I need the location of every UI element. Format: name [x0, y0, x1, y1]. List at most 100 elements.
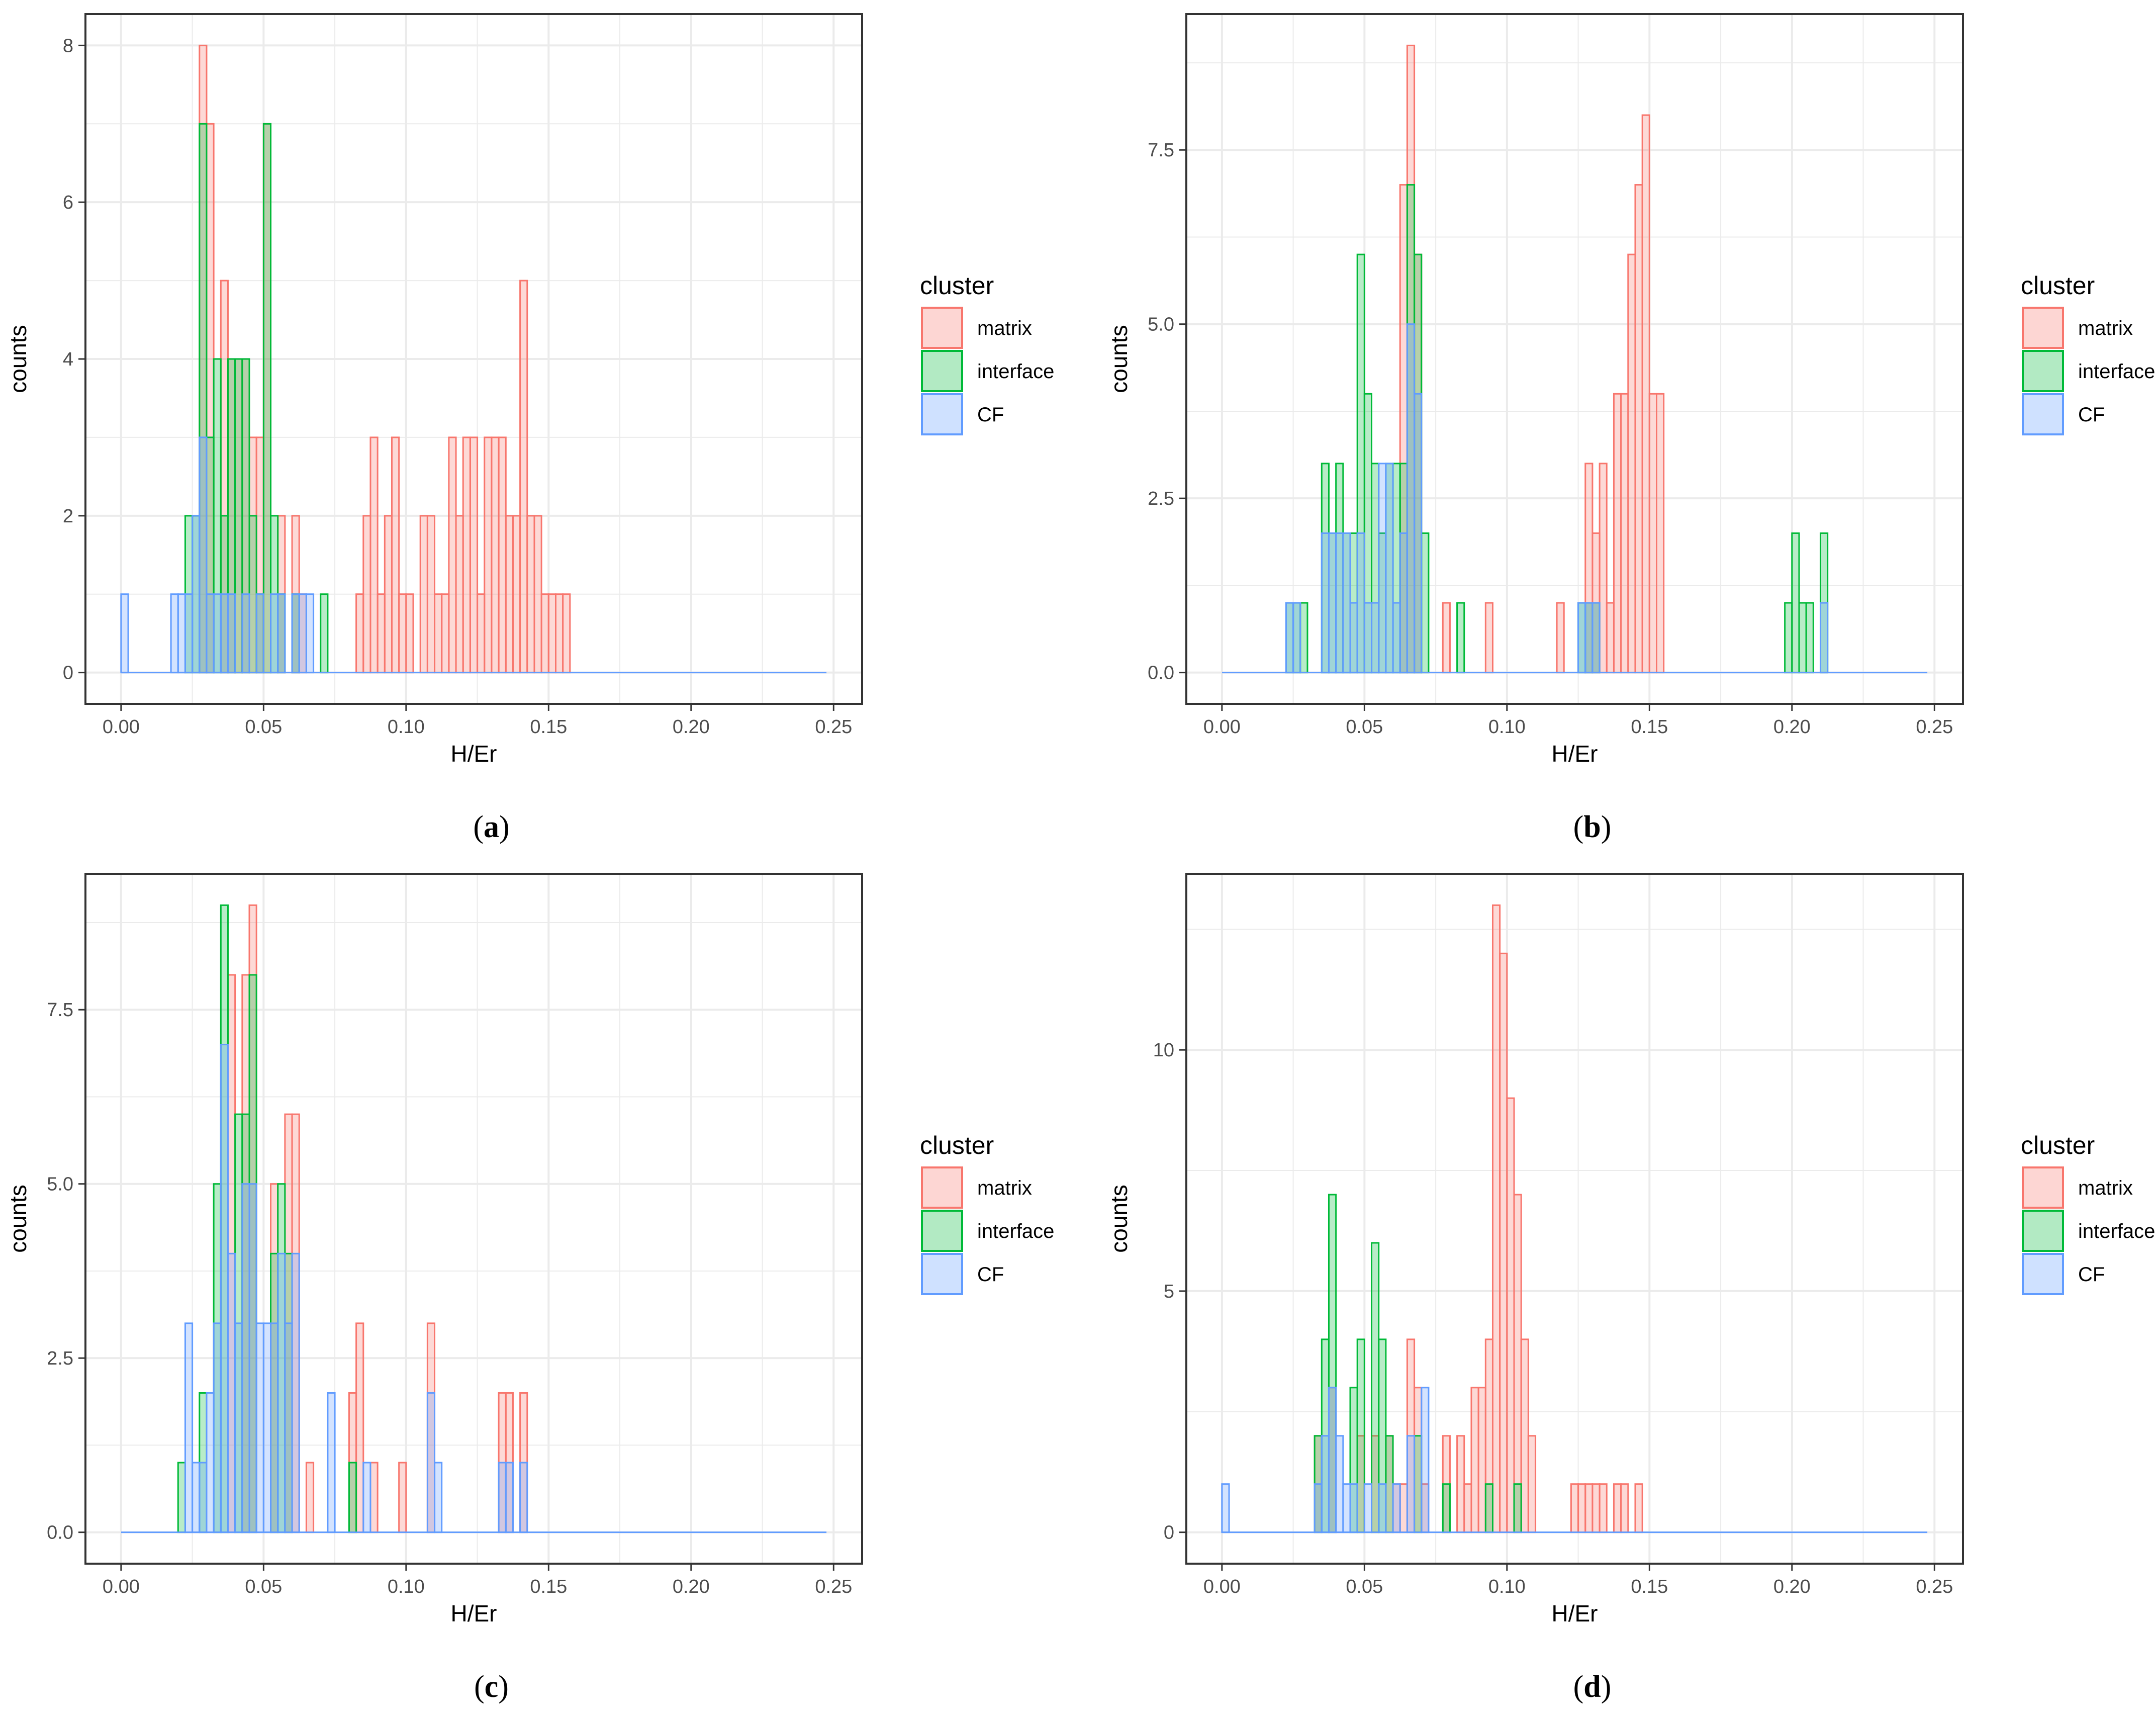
legend-item-cf: CF: [2022, 1253, 2105, 1295]
bar-cf: [255, 1322, 264, 1533]
bar-cf: [1285, 602, 1294, 674]
y-axis-title: counts: [5, 1185, 31, 1253]
x-tick-label: 0.00: [1203, 1576, 1241, 1597]
bar-interface: [1371, 1242, 1380, 1533]
series-cf: [184, 1044, 528, 1533]
bar-matrix: [469, 436, 479, 674]
x-tick-label: 0.05: [245, 716, 282, 738]
bar-matrix: [1648, 393, 1658, 674]
legend-title: cluster: [2021, 1131, 2095, 1159]
bar-matrix: [355, 1322, 364, 1533]
y-tick-label: 0.0: [47, 1522, 73, 1544]
bar-matrix: [405, 593, 414, 674]
legend-swatch: [921, 1166, 963, 1209]
bar-matrix: [1491, 904, 1501, 1533]
bar-interface: [1484, 1483, 1493, 1533]
legend-swatch: [921, 1210, 963, 1252]
legend-label: matrix: [977, 1177, 1032, 1199]
legend-label: CF: [2078, 1263, 2105, 1286]
bar-cf: [234, 1322, 243, 1533]
bar-cf: [1577, 602, 1586, 674]
bar-cf: [1584, 602, 1593, 674]
legend-title: cluster: [920, 272, 994, 300]
legend-label: matrix: [2078, 1177, 2133, 1199]
x-tick-label: 0.25: [1916, 1576, 1953, 1597]
bar-matrix: [547, 593, 557, 674]
bar-interface: [1442, 1483, 1451, 1533]
bar-interface: [1784, 602, 1793, 674]
bar-cf: [426, 1392, 436, 1533]
bar-cf: [277, 1252, 286, 1533]
bar-matrix: [1606, 602, 1615, 674]
legend-swatch: [2022, 393, 2064, 435]
histogram-panel-d: 0.00 0.05 0.10 0.15 0.20 0.25 0 5 10 H/Er count…: [1101, 860, 2156, 1717]
bar-matrix: [455, 515, 464, 674]
bar-matrix: [1463, 1483, 1472, 1533]
x-tick-label: 0.20: [673, 716, 710, 738]
bar-matrix: [355, 593, 364, 674]
x-axis-title: H/Er: [451, 1600, 497, 1626]
bar-cf: [1399, 532, 1408, 674]
bar-cf: [277, 593, 286, 674]
histogram-panel-a: 0.00 0.05 0.10 0.15 0.20 0.25 0 2 4 6 8 H/Er coun…: [0, 0, 1055, 857]
bar-cf: [1335, 1435, 1344, 1533]
y-tick-label: 6: [63, 192, 73, 213]
bar-matrix: [384, 515, 393, 674]
bar-matrix: [426, 515, 436, 674]
x-tick-label: 0.15: [1631, 1576, 1668, 1597]
bar-cf: [170, 593, 179, 674]
bar-cf: [184, 1322, 194, 1533]
bar-cf: [241, 1183, 250, 1533]
bar-matrix: [540, 593, 549, 674]
bar-matrix: [1620, 393, 1629, 674]
legend-swatch: [2022, 1166, 2064, 1209]
bar-cf: [1342, 1483, 1351, 1533]
bar-matrix: [362, 515, 371, 674]
bar-matrix: [1634, 1483, 1643, 1533]
bar-cf: [262, 1322, 272, 1533]
bar-matrix: [1641, 114, 1650, 674]
bar-cf: [1335, 532, 1344, 674]
bar-matrix: [1456, 1435, 1465, 1533]
x-tick-label: 0.00: [1203, 716, 1241, 738]
legend-item-interface: interface: [921, 1210, 1054, 1252]
bar-cf: [1406, 323, 1416, 674]
bar-cf: [177, 593, 186, 674]
bar-cf: [1363, 602, 1373, 674]
bar-interface: [262, 123, 272, 674]
bar-matrix: [505, 515, 514, 674]
legend: cluster matrix interface CF: [920, 272, 1054, 435]
bar-cf: [1321, 532, 1330, 674]
panel-border: [1185, 13, 1964, 705]
plot-background: [1186, 874, 1963, 1564]
y-tick-label: 5.0: [47, 1174, 73, 1195]
bar-matrix: [434, 593, 443, 674]
bar-matrix: [1613, 393, 1622, 674]
x-axis-title: H/Er: [1552, 741, 1598, 767]
bar-cf: [1314, 1483, 1323, 1533]
y-axis-title: counts: [5, 325, 31, 393]
bar-matrix: [512, 515, 521, 674]
bar-matrix: [1613, 1483, 1622, 1533]
legend-swatch: [921, 1253, 963, 1295]
bar-cf: [1292, 602, 1301, 674]
bar-cf: [248, 1183, 257, 1533]
bar-cf: [291, 593, 300, 674]
bar-interface: [1456, 602, 1465, 674]
x-tick-label: 0.05: [1346, 1576, 1383, 1597]
y-tick-label: 10: [1153, 1040, 1174, 1061]
y-tick-label: 8: [63, 35, 73, 56]
bar-matrix: [526, 515, 535, 674]
legend-label: matrix: [2078, 317, 2133, 339]
bar-cf: [192, 515, 201, 674]
bar-cf: [1591, 602, 1601, 674]
bar-matrix: [1506, 1097, 1515, 1533]
y-tick-label: 2.5: [47, 1348, 73, 1369]
bar-cf: [1392, 1483, 1401, 1533]
x-tick-label: 0.05: [245, 1576, 282, 1597]
series-cf: [1285, 323, 1829, 674]
bar-matrix: [1627, 253, 1636, 674]
bar-matrix: [555, 593, 564, 674]
bar-cf: [1356, 532, 1365, 674]
x-tick-label: 0.15: [530, 1576, 567, 1597]
